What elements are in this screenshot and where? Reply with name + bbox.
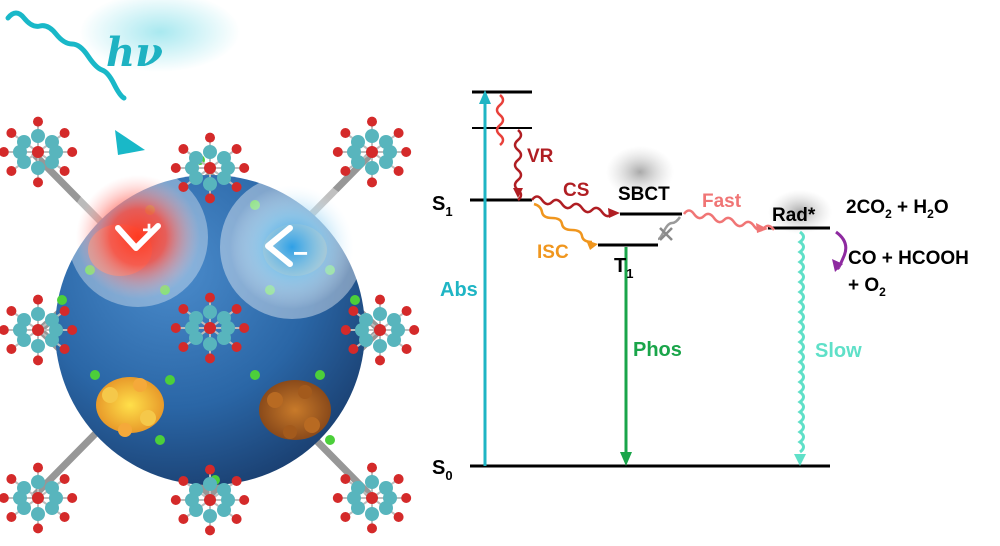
label-vr: VR — [527, 146, 554, 167]
label-phos: Phos — [633, 339, 682, 361]
energy-diagram: S1 S0 T1 SBCT Rad* VR CS ISC Fast Abs Ph… — [432, 90, 969, 483]
zr-oxo-node — [170, 132, 250, 204]
linker-brown — [259, 380, 331, 440]
isc-arrowhead — [586, 240, 598, 250]
slow-wave — [797, 230, 805, 454]
photon-label: hν — [106, 29, 163, 76]
zr-oxo-node — [332, 116, 412, 188]
label-fast: Fast — [702, 191, 742, 212]
zr-oxo-node — [332, 462, 412, 534]
rad-glow — [768, 190, 832, 234]
zr-oxo-node — [0, 294, 78, 366]
slow-arrowhead — [794, 454, 806, 466]
sbct-glow — [606, 146, 674, 198]
cs-arrowhead — [608, 208, 620, 218]
label-s0: S0 — [432, 457, 453, 483]
vr-wave-upper — [495, 94, 505, 146]
abs-arrowhead — [479, 90, 491, 104]
label-sbct: SBCT — [618, 184, 670, 205]
photon-wave — [5, 10, 127, 101]
product-curl-arrowhead — [832, 259, 843, 272]
anion-glow — [230, 185, 354, 309]
cation-glow — [76, 175, 200, 299]
cation-glyph — [115, 223, 161, 251]
label-rad: Rad* — [772, 205, 816, 226]
product-line-2: CO + HCOOH — [848, 248, 969, 269]
label-s1: S1 — [432, 193, 453, 219]
label-t1: T1 — [614, 255, 633, 281]
zr-oxo-node — [170, 464, 250, 536]
phos-arrowhead — [620, 452, 632, 466]
photon-arrowhead — [115, 130, 145, 155]
label-slow: Slow — [815, 340, 862, 362]
product-line-3: + O2 — [848, 275, 886, 299]
label-cs: CS — [563, 180, 589, 201]
fast-arrowhead — [756, 223, 768, 233]
zr-oxo-node — [340, 294, 420, 366]
zr-oxo-node — [0, 116, 78, 188]
label-abs: Abs — [440, 279, 478, 301]
isc-wave — [533, 202, 593, 244]
vr-arrowhead — [513, 188, 523, 198]
sbct-to-t1-blocked-wave — [657, 216, 682, 241]
linker-yellow — [96, 377, 164, 437]
label-isc: ISC — [537, 242, 569, 263]
blocked-cross-icon — [659, 227, 673, 241]
photon-glow — [80, 0, 240, 72]
zr-oxo-node — [170, 292, 250, 364]
hole-mark: + — [142, 217, 156, 244]
zr-oxo-node — [0, 462, 78, 534]
anion-glyph — [265, 225, 293, 267]
cs-wave — [530, 195, 613, 218]
electron-mark: − — [293, 238, 308, 268]
mof-illustration: hν — [0, 0, 420, 536]
metal-oxo-nodes — [0, 116, 420, 536]
product-line-1: 2CO2 + H2O — [846, 197, 949, 221]
